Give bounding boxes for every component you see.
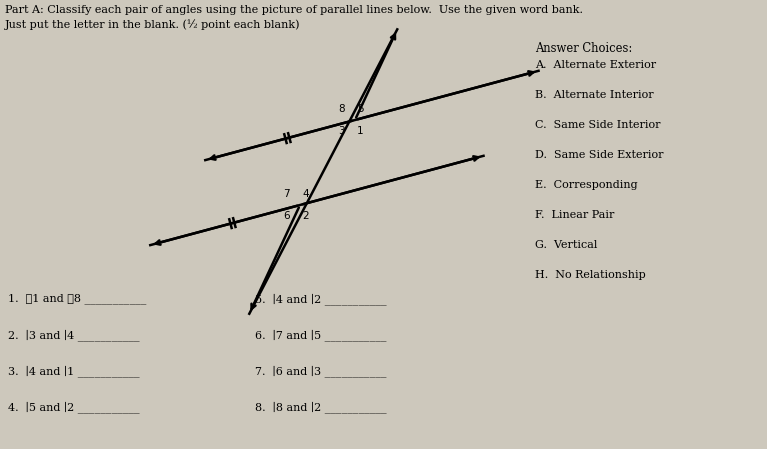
Text: B.  Alternate Interior: B. Alternate Interior [535,90,653,100]
Text: 8: 8 [338,104,345,114]
Text: 2: 2 [302,211,308,221]
Text: 5: 5 [357,104,364,114]
Text: A.  Alternate Exterior: A. Alternate Exterior [535,60,656,70]
Text: C.  Same Side Interior: C. Same Side Interior [535,120,660,130]
Text: 6: 6 [283,211,290,221]
Text: D.  Same Side Exterior: D. Same Side Exterior [535,150,663,160]
Text: 3: 3 [338,126,345,136]
Text: E.  Corresponding: E. Corresponding [535,180,637,190]
Text: 7: 7 [283,189,290,199]
Text: 1: 1 [357,126,364,136]
Text: G.  Vertical: G. Vertical [535,240,597,250]
Text: 4: 4 [302,189,308,199]
Text: Answer Choices:: Answer Choices: [535,42,632,55]
Text: 1.  ∡1 and ∡8 ___________: 1. ∡1 and ∡8 ___________ [8,293,146,304]
Text: F.  Linear Pair: F. Linear Pair [535,210,614,220]
Text: 6.  ∣7 and ∣5 ___________: 6. ∣7 and ∣5 ___________ [255,329,387,341]
Text: 2.  ∣3 and ∣4 ___________: 2. ∣3 and ∣4 ___________ [8,329,140,341]
Text: H.  No Relationship: H. No Relationship [535,270,646,280]
Text: 4.  ∣5 and ∣2 ___________: 4. ∣5 and ∣2 ___________ [8,401,140,413]
Text: 7.  ∣6 and ∣3 ___________: 7. ∣6 and ∣3 ___________ [255,365,387,377]
Text: Just put the letter in the blank. (½ point each blank): Just put the letter in the blank. (½ poi… [5,19,301,30]
Text: 5.  ∣4 and ∣2 ___________: 5. ∣4 and ∣2 ___________ [255,293,387,305]
Text: 3.  ∣4 and ∣1 ___________: 3. ∣4 and ∣1 ___________ [8,365,140,377]
Text: 8.  ∣8 and ∣2 ___________: 8. ∣8 and ∣2 ___________ [255,401,387,413]
Text: Part A: Classify each pair of angles using the picture of parallel lines below. : Part A: Classify each pair of angles usi… [5,5,583,15]
